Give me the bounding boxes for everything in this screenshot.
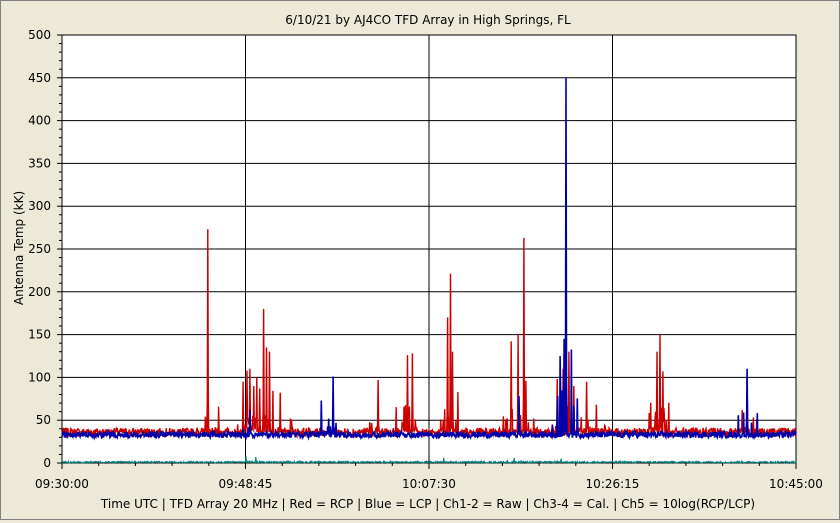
y-tick-label: 400 [28, 114, 51, 128]
x-tick-label: 10:07:30 [402, 477, 456, 491]
y-tick-label: 250 [28, 242, 51, 256]
x-axis-label: Time UTC | TFD Array 20 MHz | Red = RCP … [100, 497, 755, 511]
chart-title: 6/10/21 by AJ4CO TFD Array in High Sprin… [285, 13, 571, 27]
y-tick-label: 100 [28, 370, 51, 384]
y-tick-label: 200 [28, 285, 51, 299]
x-tick-label: 10:26:15 [586, 477, 640, 491]
y-tick-label: 0 [43, 456, 51, 470]
y-axis-label: Antenna Temp (kK) [12, 191, 26, 305]
y-tick-label: 50 [36, 413, 51, 427]
series-lcp [61, 77, 797, 441]
y-tick-label: 350 [28, 156, 51, 170]
series-10logrcplcp [61, 456, 797, 465]
y-tick-label: 450 [28, 71, 51, 85]
x-tick-label: 09:30:00 [35, 477, 89, 491]
y-tick-label: 500 [28, 28, 51, 42]
y-tick-label: 300 [28, 199, 51, 213]
x-tick-label: 10:45:00 [769, 477, 823, 491]
x-tick-label: 09:48:45 [219, 477, 273, 491]
y-tick-label: 150 [28, 328, 51, 342]
